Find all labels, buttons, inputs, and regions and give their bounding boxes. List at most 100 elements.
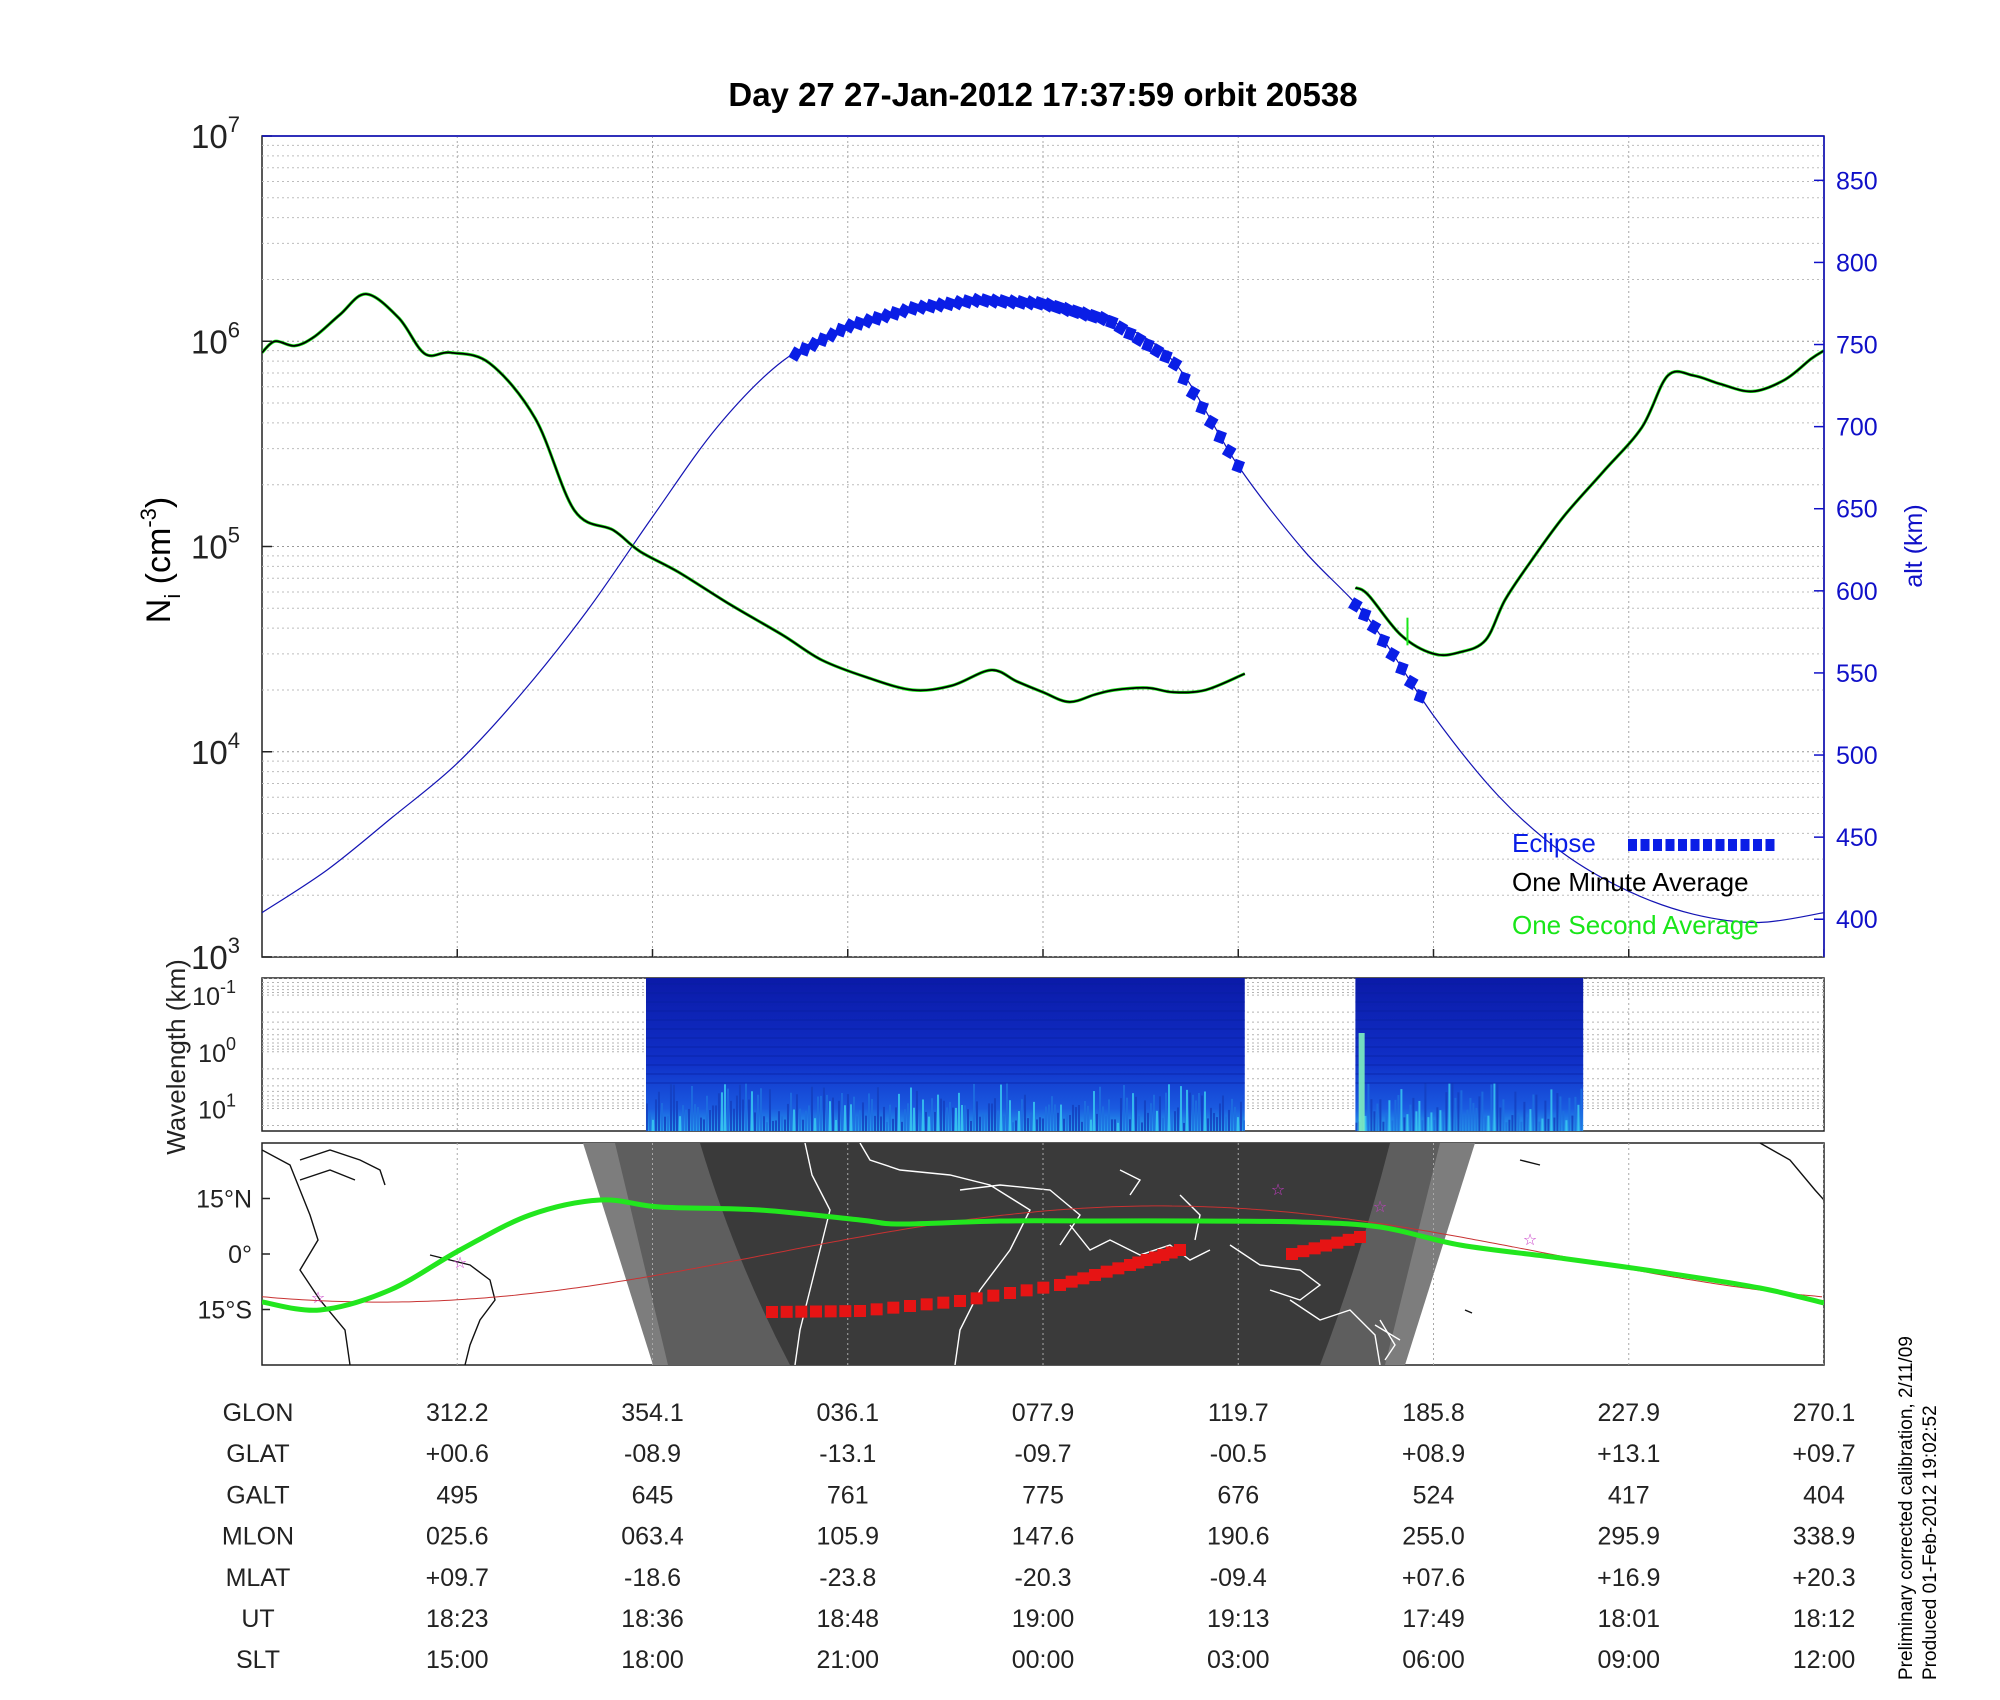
spectrogram-column — [1409, 1104, 1412, 1131]
spectrogram-column — [1517, 1112, 1520, 1131]
spectrogram-column — [1149, 1103, 1152, 1131]
spectrogram-column — [1355, 1122, 1358, 1131]
spectrogram-column — [1203, 1091, 1206, 1131]
ground-track-night-marker — [824, 1305, 837, 1318]
spectrogram-column — [1236, 1117, 1239, 1131]
table-cell: +20.3 — [1792, 1564, 1855, 1592]
ground-track-night-marker — [766, 1306, 778, 1318]
alt-tick-label: 850 — [1836, 167, 1878, 195]
spectrogram-column — [1095, 1113, 1098, 1131]
table-cell: 775 — [1022, 1481, 1064, 1509]
y-tick-label: 105 — [191, 523, 240, 566]
spectrogram-column — [825, 1094, 828, 1131]
spectrogram-column — [648, 1113, 651, 1131]
ground-track-night-marker — [1037, 1281, 1050, 1294]
spectrogram-column — [1233, 1106, 1236, 1131]
ground-track-night-marker — [1054, 1279, 1066, 1291]
table-cell: 227.9 — [1597, 1399, 1660, 1427]
spectrogram-column — [1038, 1117, 1041, 1131]
spectrogram-column — [756, 1094, 759, 1131]
table-cell: 025.6 — [426, 1523, 489, 1551]
legend-eclipse-marker — [1653, 839, 1662, 851]
legend-eclipse-marker — [1703, 839, 1712, 851]
spectrogram-column — [1002, 1116, 1005, 1131]
spectrogram-column — [669, 1084, 672, 1131]
station-star-icon: ☆ — [1523, 1230, 1537, 1249]
spectrogram-column — [969, 1120, 972, 1131]
spectrogram-column — [1397, 1095, 1400, 1131]
table-cell: 18:36 — [621, 1605, 684, 1633]
table-row-label: MLON — [222, 1523, 294, 1551]
spectrogram-column — [687, 1108, 690, 1131]
spectrogram-bright-feature — [1358, 1033, 1365, 1131]
table-cell: -00.5 — [1210, 1440, 1267, 1468]
station-star-icon: ☆ — [453, 1253, 467, 1272]
spectrogram-column — [1394, 1099, 1397, 1131]
spectrogram-column — [1125, 1097, 1128, 1131]
eclipse-marker — [1357, 607, 1372, 623]
eclipse-marker — [860, 313, 876, 329]
legend-eclipse-marker — [1640, 839, 1650, 851]
spectrogram-column — [1427, 1117, 1430, 1131]
spectrogram-column — [1014, 1120, 1017, 1131]
spectrogram-column — [864, 1115, 867, 1131]
eclipse-marker — [1185, 385, 1201, 401]
ni-axis-label: Ni (cm-3) — [136, 497, 185, 623]
table-cell: 524 — [1413, 1481, 1455, 1509]
spectrogram-column — [1200, 1095, 1203, 1131]
eclipse-marker — [1177, 371, 1191, 386]
spectrogram-column — [834, 1119, 837, 1131]
spectrogram-column — [930, 1098, 933, 1131]
spectrogram-column — [1011, 1122, 1014, 1131]
spectrogram-column — [684, 1109, 687, 1131]
table-cell: 761 — [827, 1481, 869, 1509]
spectrogram-column — [666, 1115, 669, 1131]
legend-eclipse-marker — [1665, 839, 1675, 851]
table-cell: 105.9 — [816, 1523, 879, 1551]
spectrogram-column — [1400, 1089, 1403, 1131]
spectrogram-column — [1020, 1099, 1023, 1131]
spectrogram-column — [789, 1092, 792, 1131]
table-row-label: GALT — [226, 1481, 289, 1509]
spectrogram-column — [837, 1100, 840, 1131]
spectrogram-column — [1137, 1115, 1140, 1131]
spectrogram-column — [1541, 1118, 1544, 1131]
coastline-white — [1374, 1324, 1401, 1341]
spectrogram-column — [1170, 1113, 1173, 1131]
spectrogram-column — [801, 1119, 804, 1131]
spectrogram-column — [1197, 1092, 1200, 1131]
coastline-black — [429, 1254, 496, 1365]
spectrogram-column — [732, 1108, 735, 1131]
spectrogram-column — [936, 1094, 939, 1131]
table-cell: -09.4 — [1210, 1564, 1267, 1592]
spectrogram-column — [651, 1119, 654, 1131]
spectrogram-column — [1239, 1101, 1242, 1131]
legend-eclipse-label: Eclipse — [1512, 828, 1596, 858]
spectrogram-column — [1439, 1110, 1442, 1131]
spectrogram-column — [894, 1107, 897, 1131]
spectrogram-column — [1508, 1119, 1511, 1131]
spectrogram-column — [816, 1096, 819, 1131]
spectrogram-column — [1017, 1111, 1020, 1131]
ground-track-night-marker — [1020, 1284, 1033, 1297]
spectrogram-column — [681, 1105, 684, 1131]
spectrogram-column — [807, 1105, 810, 1131]
spectrogram-column — [1571, 1115, 1574, 1131]
spectrogram-column — [777, 1111, 780, 1131]
lat-tick-label: 0° — [228, 1241, 252, 1269]
spectrogram-column — [978, 1116, 981, 1131]
eclipse-marker — [1221, 443, 1237, 460]
ground-track-night-marker — [920, 1298, 933, 1311]
spectrogram-column — [705, 1095, 708, 1131]
spectrogram-column — [876, 1087, 879, 1131]
spectrogram-column — [819, 1095, 822, 1131]
spectrogram-column — [1110, 1119, 1113, 1131]
spectrogram-column — [1092, 1091, 1095, 1131]
spectrogram-column — [1188, 1092, 1191, 1131]
ground-track-night-marker — [854, 1305, 866, 1317]
ground-track-night-marker — [1174, 1244, 1186, 1256]
ground-track-night-marker — [954, 1295, 966, 1307]
table-cell: 404 — [1803, 1481, 1845, 1509]
spectrogram-column — [873, 1115, 876, 1131]
